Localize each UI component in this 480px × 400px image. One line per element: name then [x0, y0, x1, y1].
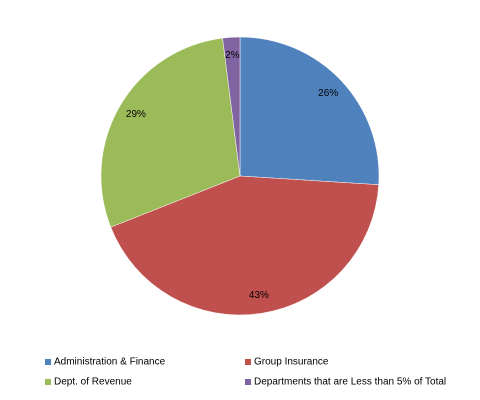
legend-label: Group Insurance — [254, 357, 329, 368]
data-label: 26% — [318, 88, 338, 99]
legend-swatch — [45, 359, 51, 365]
data-label: 2% — [225, 50, 240, 61]
legend-swatch — [245, 359, 251, 365]
legend-label: Departments that are Less than 5% of Tot… — [254, 377, 446, 388]
legend-label: Dept. of Revenue — [54, 377, 132, 388]
legend-swatch — [245, 379, 251, 385]
pie-slice — [110, 175, 379, 316]
legend-label: Administration & Finance — [54, 357, 166, 368]
legend-swatch — [45, 379, 51, 385]
data-label: 43% — [249, 290, 269, 301]
pie-slice — [222, 36, 241, 177]
data-label: 29% — [126, 109, 146, 120]
pie-slice — [239, 36, 380, 185]
pie-slice — [100, 37, 241, 228]
